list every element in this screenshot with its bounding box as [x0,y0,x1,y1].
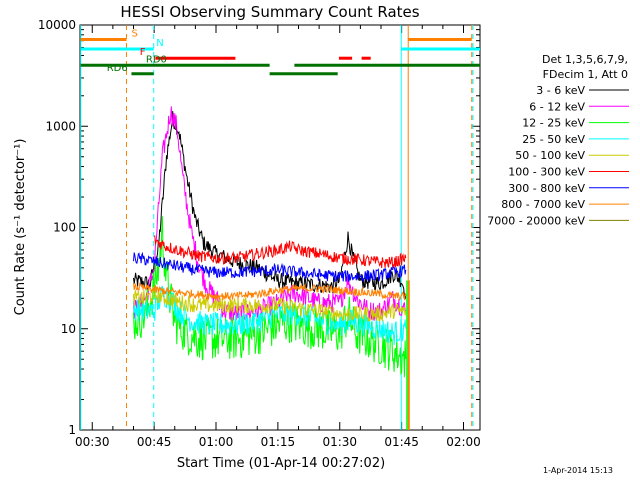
flag-label: RD0 [146,54,167,65]
x-tick-label: 01:00 [199,435,234,449]
x-tick-label: 01:30 [322,435,357,449]
x-tick-label: 00:45 [137,435,172,449]
x-axis-label: Start Time (01-Apr-14 00:27:02) [177,456,385,471]
series-lines [133,106,410,430]
y-tick-label: 100 [53,221,76,235]
y-tick-label: 1000 [45,119,76,133]
series-line [133,251,407,283]
x-tick-label: 01:45 [384,435,419,449]
flag-label: RD6 [107,63,128,74]
y-tick-label: 10 [61,322,76,336]
flag-label: S [131,28,137,39]
y-tick-label: 10000 [38,18,76,32]
series-line [153,235,407,269]
legend-entry-label: 800 - 7000 keV [501,198,585,211]
series-line [133,286,407,322]
footer-timestamp: 1-Apr-2014 15:13 [543,466,613,475]
legend-entry-label: 100 - 300 keV [508,166,585,179]
x-tick-label: 00:30 [75,435,110,449]
legend-entry-label: 7000 - 20000 keV [487,214,585,227]
x-tick-label: 02:00 [446,435,481,449]
reference-lines [80,25,474,430]
legend-entry-label: 6 - 12 keV [529,100,585,113]
y-axis-label: Count Rate (s⁻¹ detector⁻¹) [13,139,28,316]
series-line [133,281,407,302]
legend-header-line-1: Det 1,3,5,6,7,9, [542,53,628,66]
flag-label: N [156,38,163,49]
x-tick-label: 01:15 [261,435,296,449]
chart-title: HESSI Observing Summary Count Rates [120,3,419,21]
legend-entry-label: 12 - 25 keV [522,117,585,130]
flag-label: F [140,47,146,58]
legend: Det 1,3,5,6,7,9, FDecim 1, Att 0 3 - 6 k… [487,53,629,227]
legend-entry-label: 50 - 100 keV [515,149,585,162]
series-line [133,106,407,324]
legend-header-line-2: FDecim 1, Att 0 [543,68,628,81]
legend-entry-label: 25 - 50 keV [522,133,585,146]
y-tick-label: 1 [68,423,76,437]
legend-entry-label: 3 - 6 keV [536,84,585,97]
legend-entry-label: 300 - 800 keV [508,182,585,195]
series-line [133,216,407,378]
